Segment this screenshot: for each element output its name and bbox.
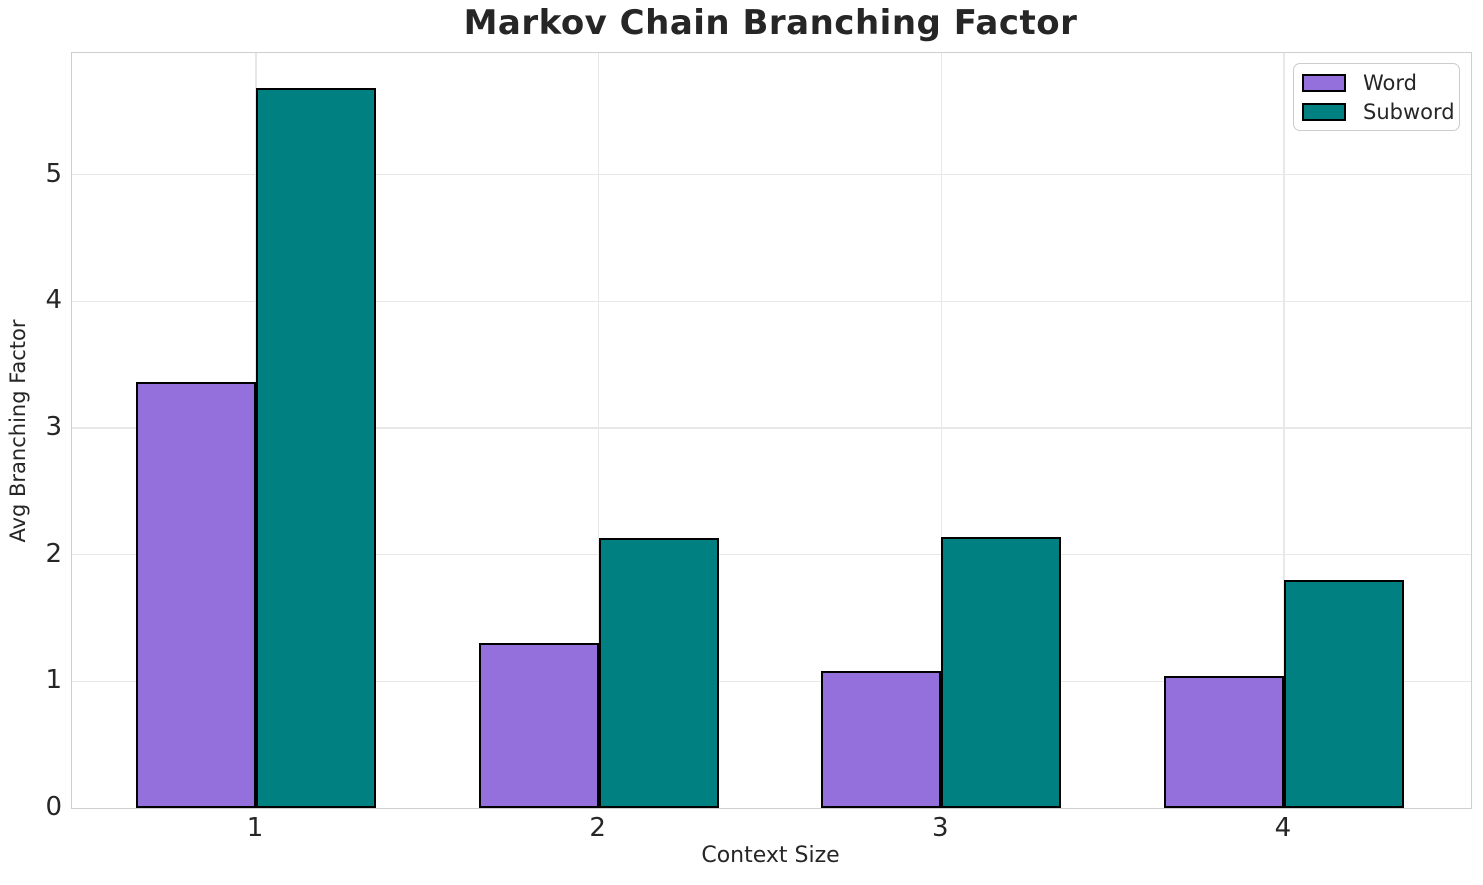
legend-label-word: Word — [1363, 70, 1417, 95]
plot-area — [71, 52, 1472, 809]
bar-word-3 — [821, 671, 942, 808]
y-axis-label: Avg Branching Factor — [6, 319, 30, 543]
x-tick-label-1: 1 — [246, 813, 264, 843]
x-tick-label-4: 4 — [1274, 813, 1292, 843]
y-tick-label-4: 4 — [45, 285, 62, 316]
bar-subword-4 — [1283, 579, 1404, 808]
y-tick-label-5: 5 — [45, 158, 62, 189]
x-gridline-3 — [940, 53, 943, 808]
x-gridline-2 — [597, 53, 600, 808]
x-gridline-4 — [1283, 53, 1285, 808]
bar-subword-2 — [598, 538, 719, 808]
chart-title: Markov Chain Branching Factor — [463, 3, 1078, 43]
y-gridline-5 — [72, 173, 1471, 176]
y-gridline-4 — [72, 300, 1471, 303]
y-tick-label-3: 3 — [45, 411, 62, 442]
y-tick-label-1: 1 — [45, 665, 62, 696]
y-gridline-2 — [72, 553, 1471, 556]
legend-item-word: Word — [1302, 70, 1459, 95]
legend: Word Subword — [1293, 63, 1460, 131]
y-gridline-1 — [72, 680, 1471, 683]
x-tick-label-3: 3 — [931, 813, 949, 843]
bar-word-4 — [1163, 676, 1284, 808]
subword-swatch-icon — [1302, 102, 1346, 121]
y-tick-label-2: 2 — [45, 538, 62, 569]
bar-word-1 — [136, 382, 256, 808]
x-tick-label-2: 2 — [589, 813, 606, 843]
bar-subword-1 — [255, 88, 376, 808]
y-tick-label-0: 0 — [45, 792, 62, 822]
x-axis-label: Context Size — [701, 843, 840, 868]
y-gridline-3 — [72, 427, 1471, 429]
bar-subword-3 — [941, 536, 1062, 808]
word-swatch-icon — [1302, 73, 1346, 92]
legend-item-subword: Subword — [1302, 99, 1459, 124]
legend-label-subword: Subword — [1363, 99, 1455, 124]
bar-word-2 — [478, 643, 599, 808]
